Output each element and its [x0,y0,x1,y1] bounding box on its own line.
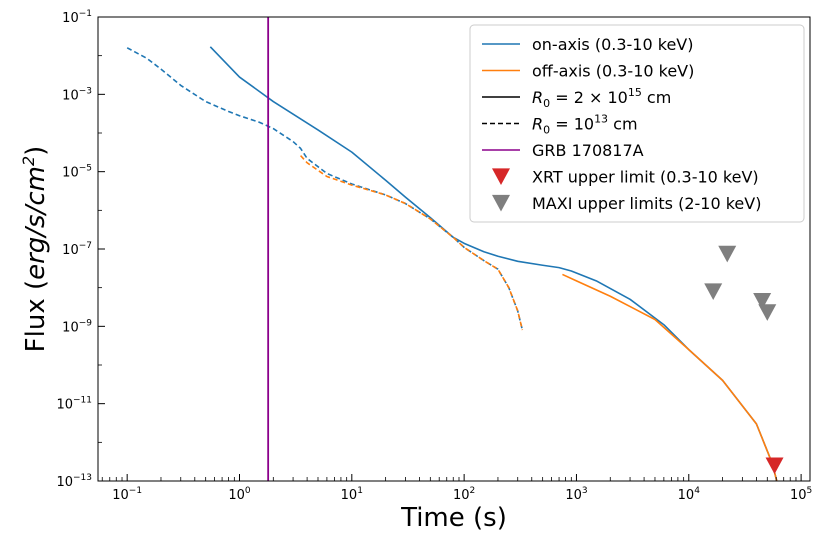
legend-label: GRB 170817A [532,141,644,160]
series-line-off_solid [562,273,778,481]
x-tick-label: 102 [453,486,475,503]
x-tick-label: 101 [341,486,363,503]
legend-label: MAXI upper limits (2-10 keV) [532,194,761,213]
series-line-on_dashed [126,47,524,331]
y-tick-label: 10−9 [62,318,92,335]
legend-label: R0 = 2 × 1015 cm [532,86,671,110]
legend-swatch-marker [492,194,510,212]
y-axis-title: Flux (erg/s/cm2) [19,146,51,353]
legend-swatch-marker [492,168,510,186]
x-tick-label: 105 [790,486,812,503]
x-tick-label: 10−1 [112,486,142,503]
xrt-upper-limit-marker [765,457,784,475]
maxi-upper-limit-marker [718,245,737,263]
legend-label: XRT upper limit (0.3-10 keV) [532,168,759,187]
y-tick-label: 10−11 [56,396,92,413]
x-tick-label: 104 [678,486,701,503]
y-tick-label: 10−3 [62,86,92,103]
y-tick-label: 10−7 [62,241,92,258]
y-tick-label: 10−1 [62,9,92,26]
x-axis-title: Time (s) [400,503,507,533]
y-tick-label: 10−13 [56,473,92,490]
legend-label: off-axis (0.3-10 keV) [532,62,694,81]
x-tick-label: 103 [565,486,587,503]
maxi-upper-limit-marker [753,292,772,310]
x-tick-label: 100 [228,486,251,503]
legend-label: on-axis (0.3-10 keV) [532,35,693,54]
legend-label: R0 = 1013 cm [532,113,638,137]
y-tick-label: 10−5 [62,164,92,181]
maxi-upper-limit-marker [758,304,777,321]
legend-box [469,24,805,223]
maxi-upper-limit-marker [704,283,723,300]
series-line-off_dashed [300,155,524,331]
